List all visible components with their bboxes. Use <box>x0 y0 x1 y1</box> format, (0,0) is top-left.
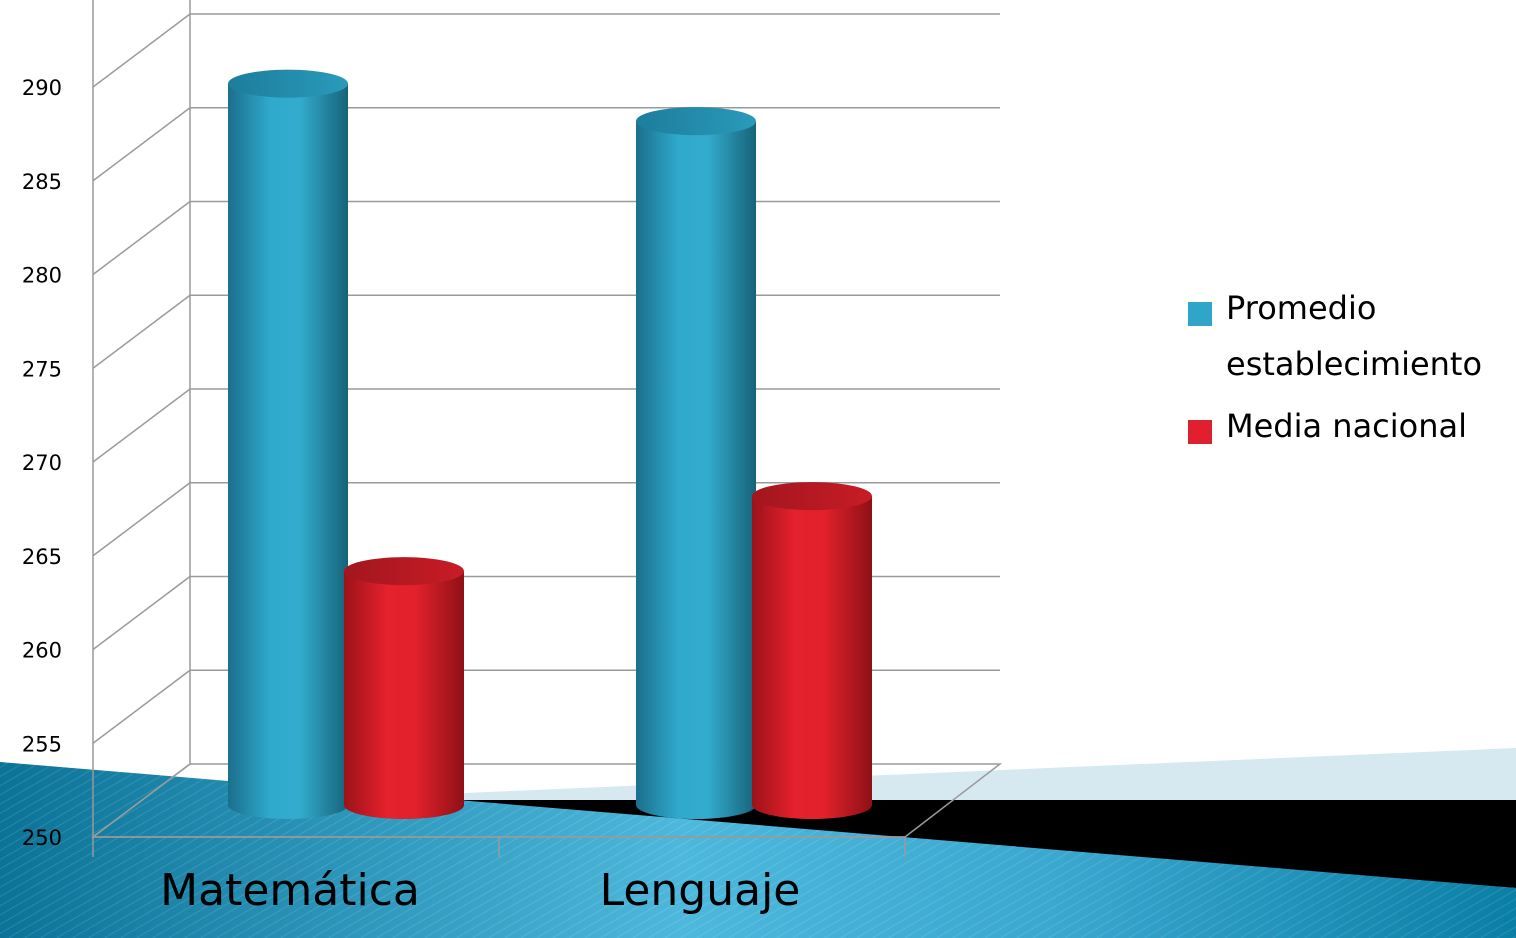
bar-establecimiento-matematica <box>228 69 348 819</box>
grid-diagonal <box>92 13 191 88</box>
bar-body <box>344 571 464 819</box>
x-category-label: Matemática <box>160 865 420 916</box>
bar-establecimiento-lenguaje <box>636 107 756 819</box>
y-tick-label: 250 <box>22 826 62 850</box>
grid-diagonal <box>92 107 191 182</box>
y-tick-label: 260 <box>22 639 62 663</box>
bars <box>228 69 872 819</box>
legend-swatch-establecimiento <box>1188 302 1212 326</box>
x-category-label: Lenguaje <box>600 865 801 916</box>
bar-nacional-matematica <box>344 557 464 819</box>
y-tick-label: 290 <box>22 76 62 100</box>
y-tick-label: 265 <box>22 545 62 569</box>
legend-label-nacional: Media nacional <box>1226 407 1468 445</box>
legend-label-establecimiento: Promedio establecimiento <box>1226 289 1483 383</box>
bar-body <box>636 121 756 819</box>
grid-diagonal <box>92 669 191 744</box>
band-light <box>300 748 1516 800</box>
bar-top <box>228 69 348 98</box>
y-tick-label: 280 <box>22 264 62 288</box>
legend-item-nacional: Media nacional <box>1188 398 1508 454</box>
bar-body <box>752 496 872 819</box>
y-tick-label: 270 <box>22 451 62 475</box>
legend-swatch-nacional <box>1188 420 1212 444</box>
legend-item-establecimiento: Promedio establecimiento <box>1188 280 1508 392</box>
grid-diagonal <box>92 294 191 369</box>
y-tick-label: 275 <box>22 357 62 381</box>
y-tick-label: 285 <box>22 170 62 194</box>
bar-top <box>752 482 872 511</box>
grid-diagonal <box>92 200 191 276</box>
grid-diagonal <box>92 388 191 463</box>
legend: Promedio establecimiento Media nacional <box>1188 280 1508 454</box>
bar-top <box>344 557 464 586</box>
grid-diagonal <box>92 575 191 651</box>
bar-nacional-lenguaje <box>752 482 872 819</box>
axis-labels: 250 255 260 265 270 275 280 285 290 Matemática Len… <box>22 76 800 916</box>
y-tick-label: 255 <box>22 732 62 756</box>
grid-diagonal <box>92 482 191 557</box>
bar-top <box>636 107 756 136</box>
bar-body <box>228 83 348 819</box>
